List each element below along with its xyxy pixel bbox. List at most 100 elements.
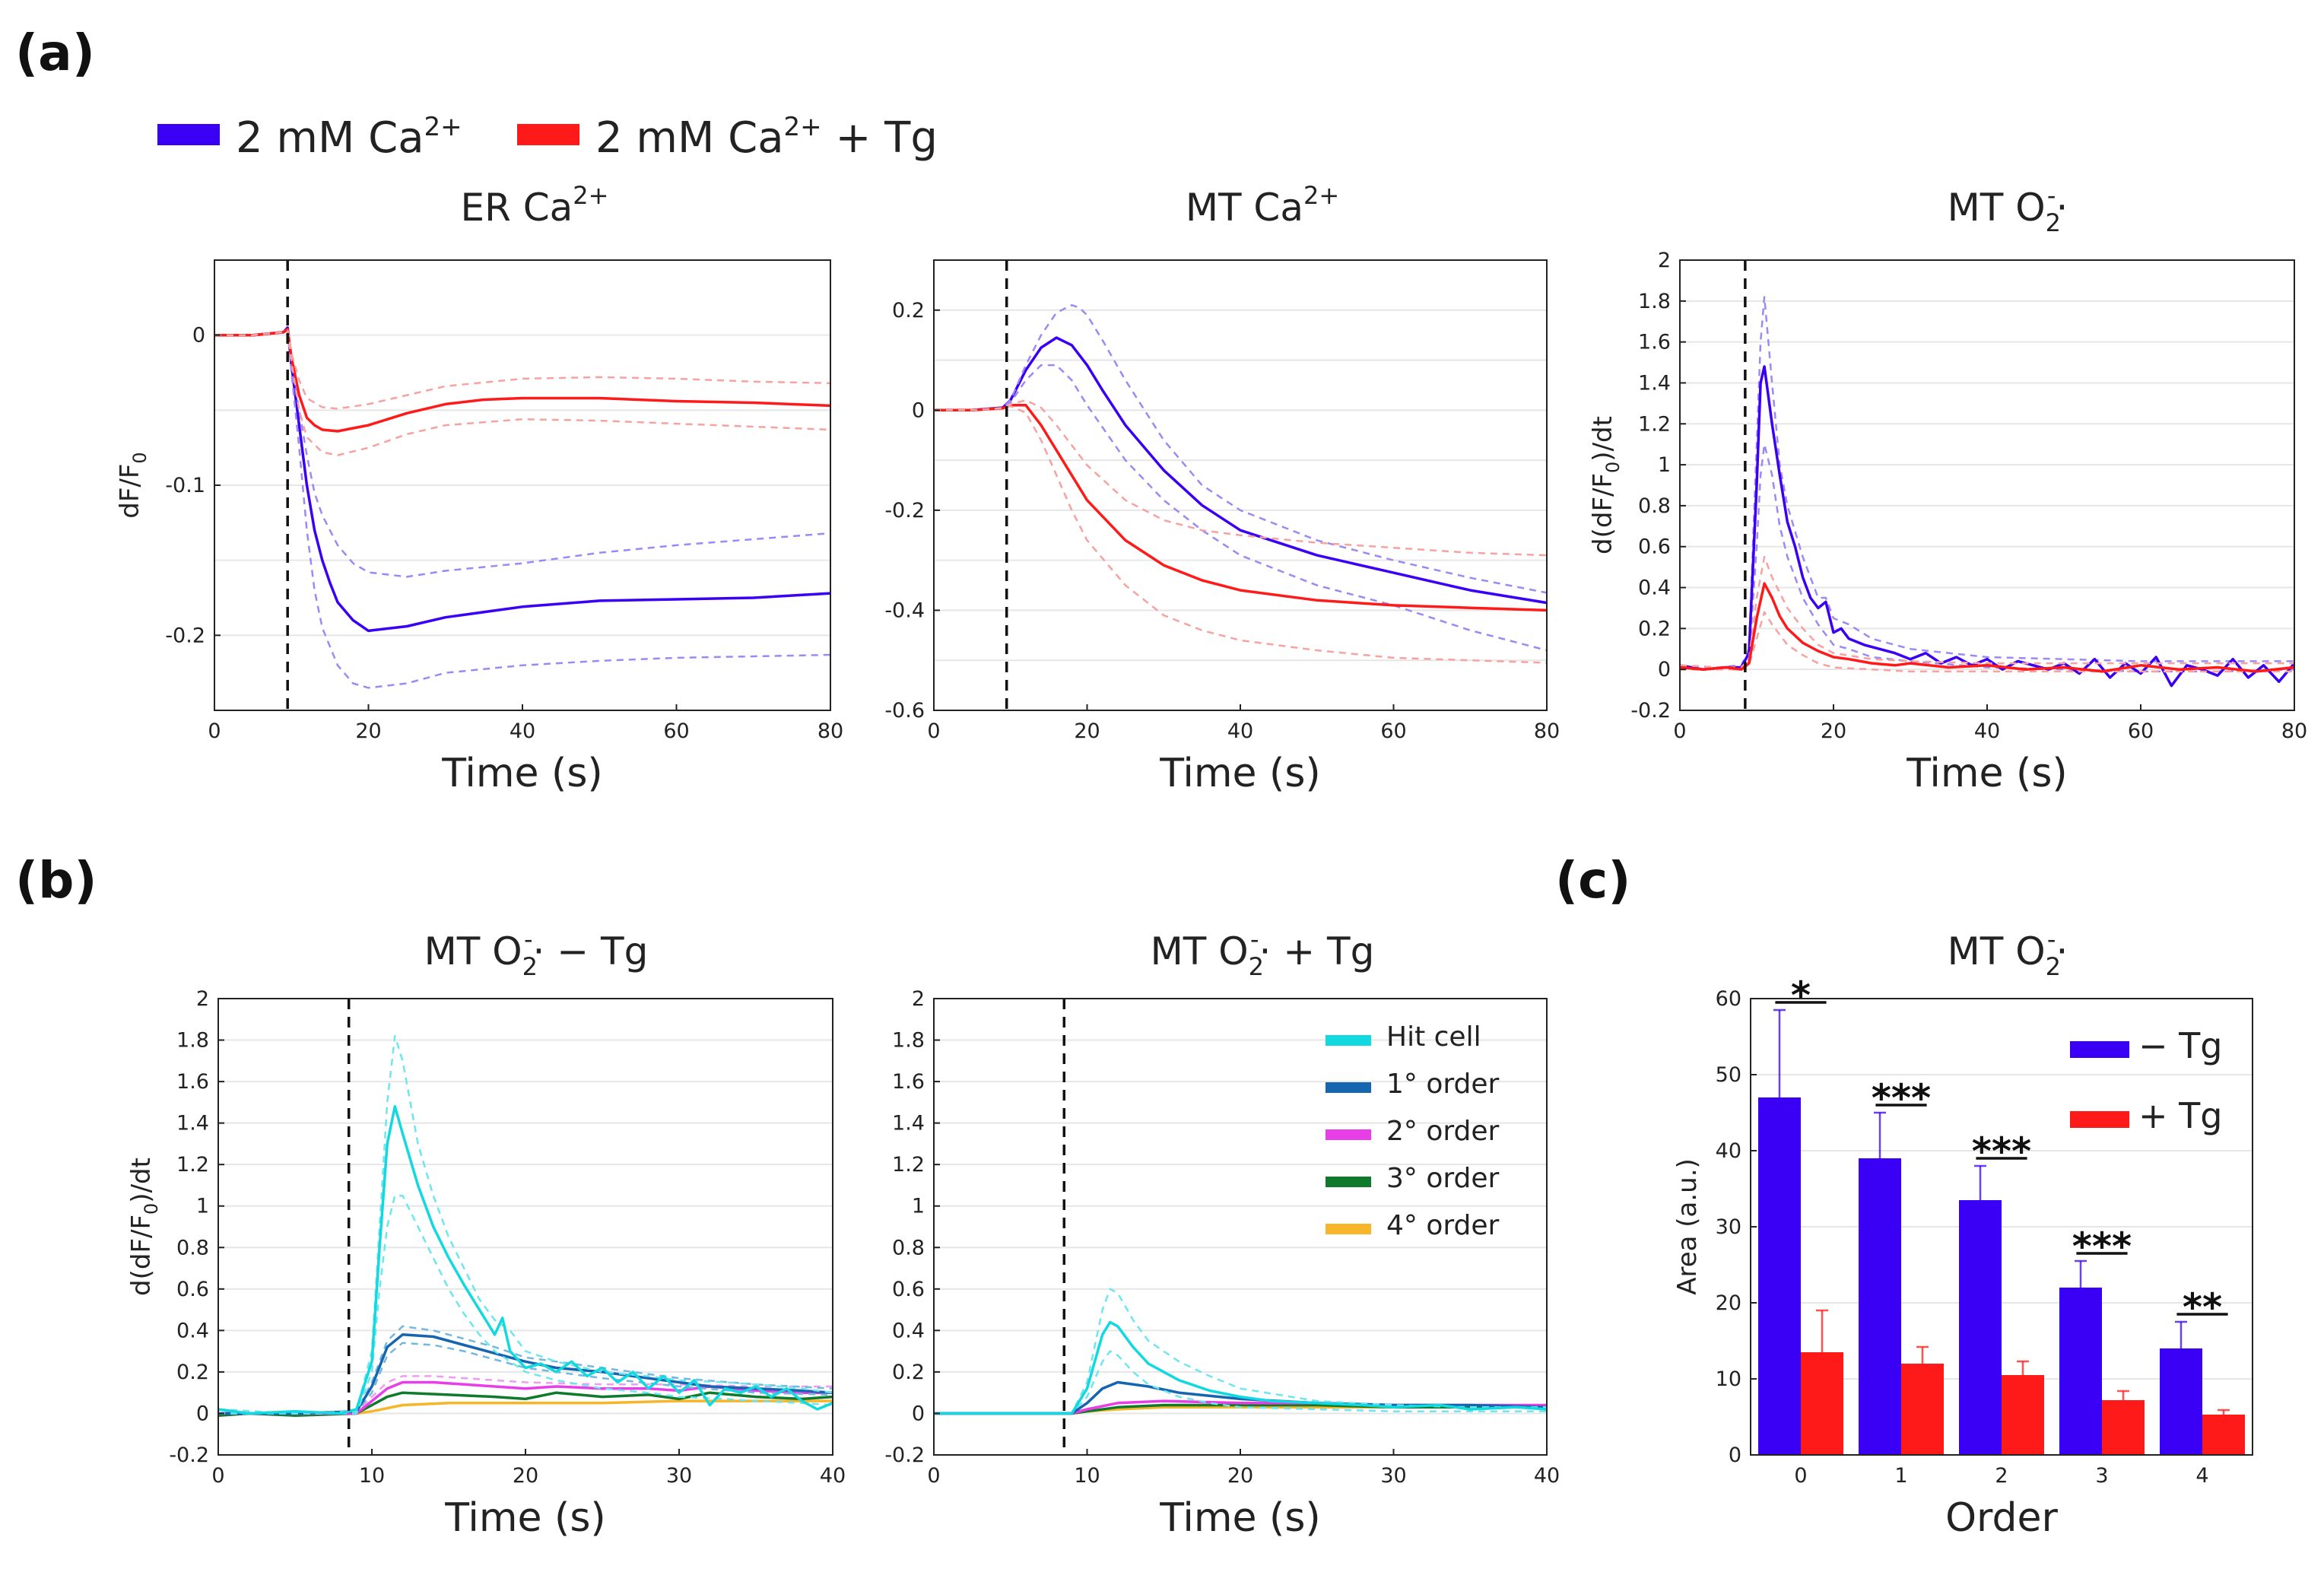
y-axis-label-sub: 0 <box>1602 462 1624 473</box>
y-tick-label: 1.6 <box>176 1070 209 1094</box>
chart-title-sup: 2+ <box>573 181 608 210</box>
y-tick-label: 1.6 <box>892 1070 925 1094</box>
x-tick-label: 0 <box>927 719 940 743</box>
chart-mt-superoxide-plus-tg: 0 10 20 30 4021.81.61.41.210.80.60.40.20-0.2… <box>884 925 1560 1541</box>
legend-swatch-control <box>157 124 220 145</box>
series-line-2-mm-ca2-tg <box>214 328 831 433</box>
y-tick-label: 1.2 <box>1638 412 1671 436</box>
y-tick-label: -0.1 <box>165 474 205 497</box>
legend-swatch <box>1326 1035 1371 1046</box>
x-axis-label: Time (s) <box>1159 1495 1320 1541</box>
y-tick-label: 0.2 <box>176 1361 209 1384</box>
y-axis-label-main: d(dF/F <box>126 1215 157 1296</box>
legend-label: 2° order <box>1386 1116 1500 1147</box>
legend-label-tg-text: 2 mM Ca <box>595 113 784 163</box>
y-tick-label: 1.4 <box>892 1112 925 1135</box>
x-tick-label: 30 <box>1380 1464 1406 1488</box>
x-tick-label: 10 <box>1074 1464 1100 1488</box>
chart-title: MT O2-· <box>1948 181 2068 237</box>
legend-label: + Tg <box>2138 1095 2222 1136</box>
chart-title-main: MT O <box>1948 186 2046 230</box>
x-tick-label: 3 <box>2095 1464 2108 1488</box>
legend-label-tg-sup: 2+ <box>784 112 822 142</box>
legend-label: 3° order <box>1386 1163 1500 1194</box>
y-axis-label: Area (a.u.) <box>1672 1158 1703 1295</box>
series-line-2-mm-ca2- <box>1679 365 2296 688</box>
legend-swatch <box>1326 1224 1371 1234</box>
series-line-hit-cell-upper <box>934 1288 1547 1415</box>
y-tick-label: 2 <box>1658 249 1671 272</box>
y-tick-label: 0.8 <box>176 1236 209 1259</box>
y-axis-label-main: d(dF/F <box>1588 473 1618 554</box>
series-line-2-mm-ca2-upper <box>934 303 1548 594</box>
legend-swatch <box>1326 1129 1371 1140</box>
chart-title: MT O2-· <box>1948 925 2068 981</box>
legend-label: Hit cell <box>1386 1021 1481 1053</box>
y-tick-label: 0.8 <box>1638 494 1671 518</box>
bar-minus-tg <box>1959 1200 2002 1455</box>
y-tick-label: 40 <box>1716 1139 1741 1163</box>
x-tick-label: 1 <box>1894 1464 1907 1488</box>
bar-plus-tg <box>1901 1364 1944 1455</box>
chart-title-sub: 2 <box>522 952 538 981</box>
x-tick-label: 20 <box>1074 719 1100 743</box>
x-tick-label: 80 <box>1534 719 1560 743</box>
top-legend: 2 mM Ca2+ 2 mM Ca2+ + Tg <box>157 112 938 163</box>
panel-label-c: (c) <box>1555 851 1630 910</box>
chart-title-main: ER Ca <box>461 186 573 230</box>
plot-frame <box>933 259 1548 711</box>
x-axis-label: Time (s) <box>441 751 602 796</box>
y-tick-label: 0 <box>1729 1444 1741 1467</box>
y-tick-label: 0 <box>196 1402 209 1425</box>
y-tick-label: 0.4 <box>176 1319 209 1342</box>
legend-swatch <box>1326 1177 1371 1187</box>
y-tick-label: 0.4 <box>892 1319 925 1342</box>
chart-title: MT Ca2+ <box>1186 181 1339 230</box>
chart-title: ER Ca2+ <box>461 181 609 230</box>
x-tick-label: 40 <box>510 719 535 743</box>
y-tick-label: 2 <box>196 987 209 1011</box>
series-line-hit-cell-lower <box>218 1194 833 1415</box>
y-axis-label: dF/F0 <box>115 452 151 518</box>
legend-label-control-text: 2 mM Ca <box>236 113 424 163</box>
x-tick-label: 10 <box>359 1464 385 1488</box>
x-tick-label: 20 <box>355 719 381 743</box>
legend-swatch <box>2070 1111 2129 1128</box>
y-axis-label: d(dF/F0)/dt <box>126 1158 162 1296</box>
x-tick-label: 0 <box>927 1464 940 1488</box>
chart-title-sup: 2+ <box>1303 181 1339 210</box>
y-tick-label: 0 <box>912 1402 925 1425</box>
chart-title-tail: · <box>2056 929 2068 973</box>
significance-stars: * <box>1791 973 1811 1018</box>
chart-title-sup: - <box>2047 181 2056 210</box>
legend-label: − Tg <box>2138 1025 2222 1066</box>
x-tick-label: 20 <box>1227 1464 1253 1488</box>
x-tick-label: 80 <box>818 719 843 743</box>
y-tick-label: -0.2 <box>884 1444 925 1467</box>
y-tick-label: 1.6 <box>1638 331 1671 354</box>
y-tick-label: 1 <box>196 1195 209 1218</box>
y-tick-label: 0.8 <box>892 1236 925 1259</box>
chart-title-tail: · − Tg <box>532 929 648 973</box>
legend-swatch-tg <box>517 124 579 145</box>
legend-label: 4° order <box>1386 1210 1500 1241</box>
chart-mt-superoxide: 0 20 40 60 8021.81.61.41.210.80.60.40.20-0.2… <box>1588 181 2307 796</box>
x-tick-label: 30 <box>666 1464 692 1488</box>
series-line-2-mm-ca2-tg-lower <box>214 329 831 456</box>
plot-frame <box>1679 259 2295 711</box>
bar-minus-tg <box>1859 1158 1901 1455</box>
chart-title-tail: · + Tg <box>1259 929 1374 973</box>
x-tick-label: 20 <box>513 1464 538 1488</box>
legend-label-control-sup: 2+ <box>424 112 462 142</box>
x-tick-label: 0 <box>208 719 221 743</box>
chart-mt-ca: 0 20 40 60 80 0.2 0 -0.2 -0.4 -0.6 Time (s) MT Ca2+ <box>884 181 1560 796</box>
bar-plus-tg <box>2002 1375 2044 1455</box>
x-tick-label: 40 <box>1227 719 1253 743</box>
y-axis-label-sub: 0 <box>141 1203 162 1215</box>
bar-minus-tg <box>1758 1097 1801 1455</box>
y-tick-label: -0.2 <box>884 499 925 522</box>
significance-stars: *** <box>1872 1076 1931 1120</box>
series-line-2-mm-ca2- <box>214 326 831 633</box>
